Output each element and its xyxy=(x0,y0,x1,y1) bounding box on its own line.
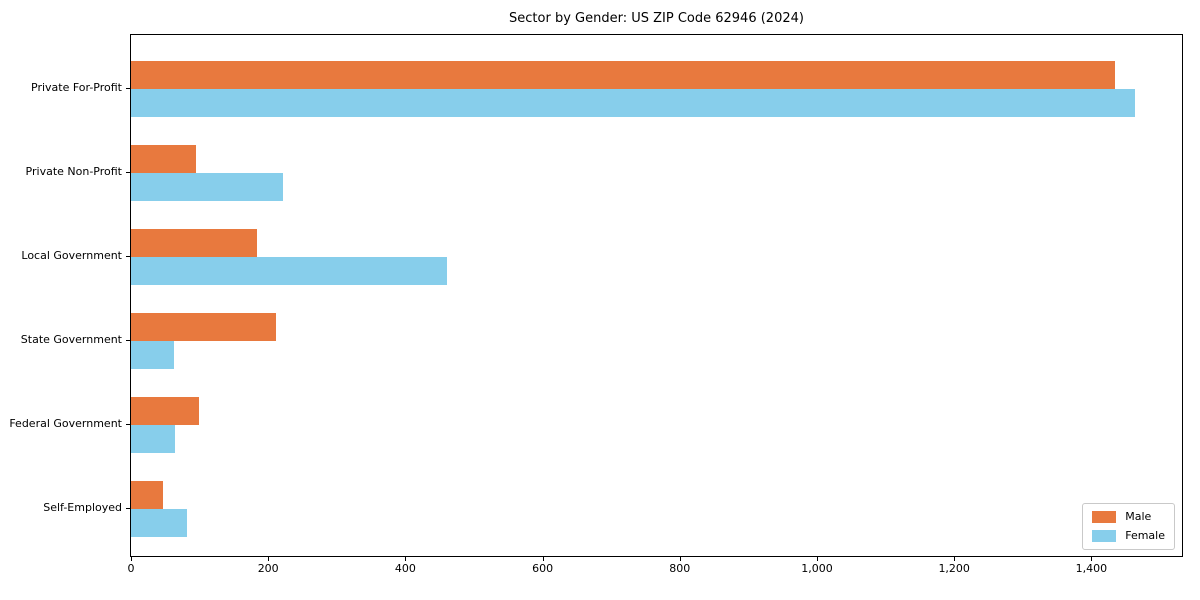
y-tick-mark-state-government xyxy=(126,340,130,341)
y-axis-label-private-for-profit: Private For-Profit xyxy=(31,81,122,94)
x-tick-mark-200 xyxy=(268,557,270,561)
bar-male-local-government xyxy=(131,229,257,257)
x-tick-mark-1400 xyxy=(1091,557,1093,561)
male-legend-swatch xyxy=(1092,511,1117,523)
legend-item-male: Male xyxy=(1092,511,1165,523)
legend-label-female: Female xyxy=(1125,529,1165,542)
legend-label-male: Male xyxy=(1125,510,1152,523)
y-axis-label-private-non-profit: Private Non-Profit xyxy=(25,165,122,178)
bar-female-local-government xyxy=(131,257,448,285)
bar-female-federal-government xyxy=(131,425,175,453)
y-tick-mark-self-employed xyxy=(126,508,130,509)
bar-male-federal-government xyxy=(131,397,199,425)
bar-male-private-non-profit xyxy=(131,145,196,173)
x-tick-label-0: 0 xyxy=(127,562,135,575)
x-tick-label-1200: 1,200 xyxy=(938,562,970,575)
plot-area: Male Female xyxy=(130,34,1183,557)
x-tick-mark-800 xyxy=(679,557,681,561)
y-axis-label-self-employed: Self-Employed xyxy=(43,501,122,514)
x-tick-mark-400 xyxy=(405,557,407,561)
chart-title: Sector by Gender: US ZIP Code 62946 (202… xyxy=(509,11,804,26)
y-tick-mark-private-non-profit xyxy=(126,172,130,173)
x-tick-label-200: 200 xyxy=(257,562,279,575)
x-tick-mark-600 xyxy=(542,557,544,561)
x-tick-mark-1000 xyxy=(817,557,818,561)
y-tick-mark-local-government xyxy=(126,256,130,257)
bar-female-state-government xyxy=(131,341,174,369)
female-legend-swatch xyxy=(1092,530,1117,542)
x-tick-mark-0 xyxy=(131,557,132,561)
bar-female-self-employed xyxy=(131,509,187,537)
bar-female-private-for-profit xyxy=(131,89,1135,117)
bar-male-private-for-profit xyxy=(131,61,1115,89)
y-tick-mark-private-for-profit xyxy=(126,88,130,89)
x-tick-mark-1200 xyxy=(954,557,956,561)
x-tick-label-600: 600 xyxy=(532,562,554,575)
y-axis-label-state-government: State Government xyxy=(20,333,122,346)
x-tick-label-1400: 1,400 xyxy=(1075,562,1108,575)
bar-female-private-non-profit xyxy=(131,173,283,201)
y-axis-label-federal-government: Federal Government xyxy=(9,417,122,430)
x-tick-label-800: 800 xyxy=(669,562,691,575)
legend: Male Female xyxy=(1082,503,1175,550)
x-tick-label-1000: 1,000 xyxy=(801,562,833,575)
bar-male-state-government xyxy=(131,313,277,341)
x-tick-label-400: 400 xyxy=(394,562,416,575)
bar-male-self-employed xyxy=(131,481,163,509)
y-axis-label-local-government: Local Government xyxy=(21,249,122,262)
y-tick-mark-federal-government xyxy=(126,424,130,425)
legend-item-female: Female xyxy=(1092,530,1165,542)
